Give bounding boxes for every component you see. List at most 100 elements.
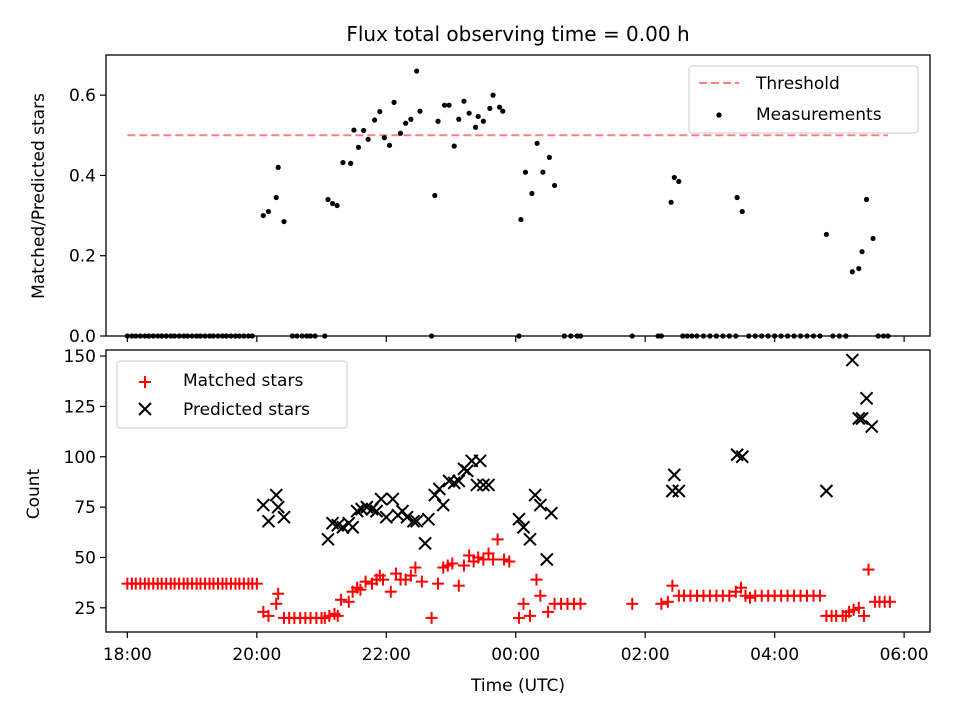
top-y-tick-label: 0.2 xyxy=(69,247,96,267)
bottom-y-tick-label: 25 xyxy=(74,599,96,619)
predicted-star-point xyxy=(865,419,879,434)
x-tick-label: 20:00 xyxy=(232,645,281,665)
top-y-tick-label: 0.4 xyxy=(69,166,96,186)
matched-star-point xyxy=(503,555,516,568)
measurement-point xyxy=(355,144,362,150)
predicted-star-point xyxy=(400,510,414,524)
matched-star-point xyxy=(517,597,530,610)
matched-star-point xyxy=(270,597,283,610)
measurement-point xyxy=(473,124,479,130)
predicted-star-point xyxy=(460,464,474,478)
top-panel: Flux total observing time = 0.00 h 0.00.… xyxy=(29,22,931,347)
predicted-star-point xyxy=(819,484,834,498)
measurement-point xyxy=(432,192,438,199)
measurement-point xyxy=(522,169,529,175)
legend-matched-label: Matched stars xyxy=(183,371,303,391)
measurement-point xyxy=(546,154,552,160)
predicted-star-point xyxy=(512,512,526,526)
matched-star-point xyxy=(487,553,500,566)
measurement-point xyxy=(265,208,272,215)
measurement-point xyxy=(496,104,503,110)
measurement-point xyxy=(856,265,862,272)
predicted-star-point xyxy=(735,450,749,464)
measurement-point xyxy=(490,92,496,98)
predicted-star-point xyxy=(665,484,680,498)
bottom-y-axis-label: Count xyxy=(24,468,44,519)
measurement-point xyxy=(273,194,279,201)
measurement-point xyxy=(466,110,472,116)
measurement-point xyxy=(540,169,546,175)
matched-star-point xyxy=(415,575,428,588)
measurement-point xyxy=(551,182,558,189)
top-axes-frame xyxy=(105,54,931,337)
bottom-legend: Matched stars Predicted stars xyxy=(116,360,348,429)
matched-star-point xyxy=(813,589,826,602)
matched-star-point xyxy=(666,579,679,592)
predicted-star-point xyxy=(436,498,450,512)
legend-box xyxy=(116,360,348,429)
predicted-star-point xyxy=(476,478,491,492)
bottom-y-tick-label: 125 xyxy=(64,397,96,417)
bottom-panel: 25 50 75 100 125 150 18:00 20:00 22:00 00:00 02:00… xyxy=(24,347,931,696)
measurement-point xyxy=(441,102,448,108)
bottom-plot-area: 25 50 75 100 125 150 18:00 20:00 22:00 00:00 02:00… xyxy=(64,347,929,665)
measurement-point xyxy=(403,120,409,126)
matched-star-point xyxy=(334,593,347,606)
legend-measurements-swatch xyxy=(716,112,722,118)
measurement-point xyxy=(391,99,397,105)
measurement-point xyxy=(372,117,378,123)
predicted-star-point xyxy=(369,504,384,518)
predicted-star-point xyxy=(345,520,360,534)
matched-star-point xyxy=(883,595,896,608)
matched-star-point xyxy=(425,611,438,624)
predicted-star-point xyxy=(277,510,291,524)
measurement-point xyxy=(414,68,420,74)
measurement-point xyxy=(676,178,682,185)
predicted-star-point xyxy=(481,478,496,492)
predicted-star-point xyxy=(421,512,436,526)
matched-star-point xyxy=(744,591,757,604)
measurement-point xyxy=(408,116,414,122)
predicted-star-point xyxy=(350,504,364,518)
matched-star-point xyxy=(862,563,875,576)
predicted-star-point xyxy=(447,476,461,490)
measurement-point xyxy=(260,212,266,219)
measurement-point xyxy=(739,208,745,215)
predicted-star-point xyxy=(672,484,686,498)
measurement-point xyxy=(456,116,462,122)
predicted-star-point xyxy=(336,520,350,534)
predicted-star-point xyxy=(406,514,421,528)
predicted-star-point xyxy=(409,514,424,528)
bottom-y-tick-label: 50 xyxy=(74,548,96,568)
measurement-point xyxy=(329,200,336,207)
predicted-star-point xyxy=(540,552,554,567)
x-axis-label: Time (UTC) xyxy=(470,676,565,696)
measurement-point xyxy=(671,174,677,181)
matched-star-point xyxy=(331,609,344,622)
measurement-point xyxy=(870,235,876,242)
matched-star-point xyxy=(250,577,263,590)
predicted-star-point xyxy=(321,532,335,547)
measurement-point xyxy=(397,130,404,136)
legend-matched-swatch xyxy=(139,376,151,388)
matched-star-point xyxy=(272,587,285,600)
predicted-star-point xyxy=(523,532,537,547)
predicted-star-point xyxy=(528,488,542,502)
predicted-star-point xyxy=(418,536,432,551)
chart-title: Flux total observing time = 0.00 h xyxy=(346,22,689,46)
matched-star-point xyxy=(384,585,397,598)
legend-predicted-swatch xyxy=(138,402,152,416)
measurement-point xyxy=(863,196,870,203)
matched-star-point xyxy=(482,547,495,560)
x-tick-label: 18:00 xyxy=(103,645,152,665)
measurement-point xyxy=(365,136,371,142)
predicted-star-point xyxy=(667,468,682,482)
measurement-point xyxy=(461,98,467,104)
predicted-star-point xyxy=(470,478,484,492)
measurement-point xyxy=(348,160,354,166)
matched-star-point xyxy=(661,595,674,608)
predicted-star-point xyxy=(473,454,487,468)
predicted-star-point xyxy=(544,506,559,520)
measurement-point xyxy=(435,118,441,124)
matched-star-point xyxy=(723,589,736,602)
